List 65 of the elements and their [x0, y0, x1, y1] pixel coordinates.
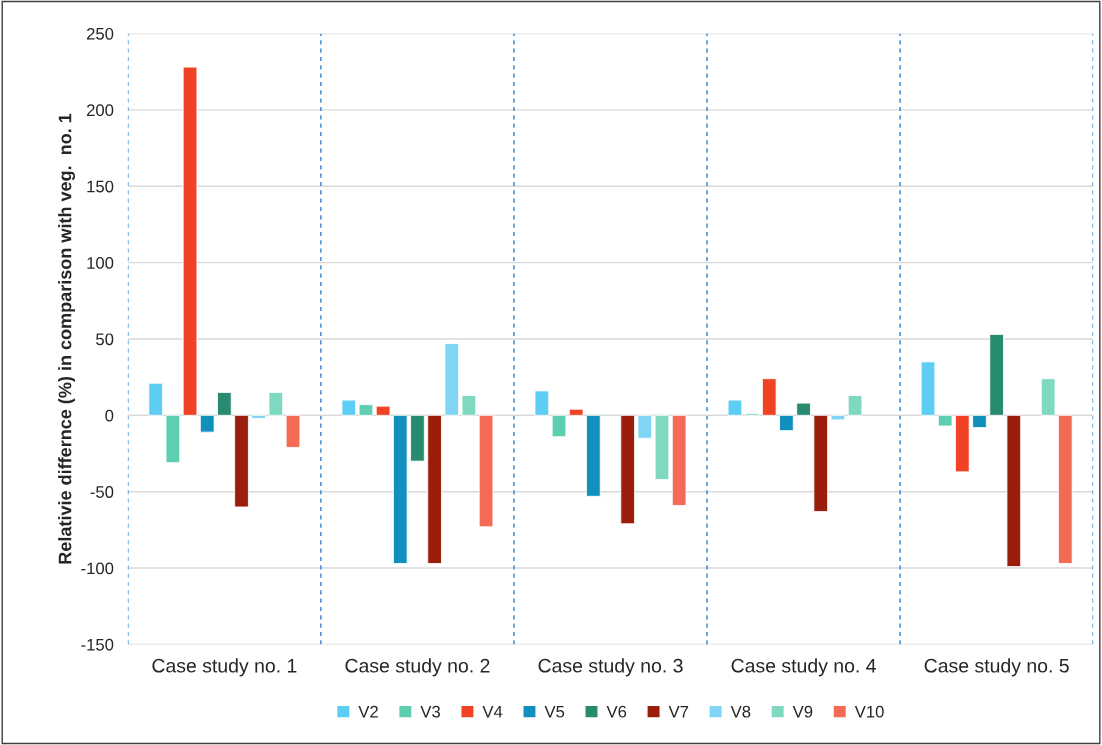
- legend-label: V10: [854, 705, 884, 718]
- y-tick-label: -100: [81, 562, 114, 575]
- bar: [620, 414, 635, 525]
- bar: [199, 414, 215, 433]
- y-tick-label: 150: [87, 180, 114, 193]
- x-tick-label: Case study no. 5: [924, 658, 1069, 677]
- bar: [182, 66, 198, 416]
- y-tick-label: 100: [87, 257, 114, 269]
- bar: [654, 414, 670, 480]
- legend-label: V2: [358, 705, 378, 718]
- bar: [761, 378, 777, 416]
- bar: [779, 414, 794, 432]
- bar: [847, 395, 863, 416]
- x-tick-label: Case study no. 4: [731, 658, 876, 677]
- bar: [972, 414, 987, 428]
- y-tick-label: -150: [81, 638, 114, 651]
- bar: [1058, 414, 1073, 564]
- bar: [251, 414, 266, 419]
- bar: [671, 414, 687, 506]
- bar: [234, 414, 249, 508]
- y-axis-title: Relativie differnce (%) in comparison with veg. no. 1: [58, 113, 76, 564]
- legend-label: V6: [606, 705, 627, 718]
- bar: [727, 399, 743, 416]
- bar: [830, 414, 846, 421]
- bar: [358, 404, 374, 416]
- bar: [461, 395, 477, 416]
- x-tick-label: Case study no. 1: [152, 658, 297, 677]
- bar: [568, 408, 584, 416]
- bar: [1006, 414, 1022, 567]
- legend-label: V3: [420, 705, 441, 718]
- legend-label: V7: [668, 705, 689, 718]
- bar: [268, 392, 284, 416]
- y-tick-label: -50: [90, 486, 114, 498]
- y-tick-label: 0: [105, 409, 114, 422]
- bar: [341, 399, 357, 416]
- y-tick-label: 50: [96, 333, 114, 346]
- legend-label: V4: [482, 705, 503, 718]
- bar: [478, 414, 494, 528]
- y-tick-label: 250: [86, 27, 114, 40]
- x-tick-label: Case study no. 2: [345, 658, 490, 677]
- bar: [534, 390, 550, 416]
- bar: [217, 392, 232, 416]
- bar: [285, 414, 301, 448]
- legend-label: V8: [730, 705, 751, 718]
- bar: [920, 361, 936, 416]
- bar: [813, 414, 829, 512]
- y-tick-label: 200: [86, 104, 114, 117]
- bar: [427, 414, 442, 564]
- bar: [586, 414, 601, 497]
- bar: [444, 343, 460, 416]
- bar: [989, 333, 1004, 416]
- bar: [392, 414, 408, 564]
- bar: [637, 414, 653, 439]
- legend-label: V5: [544, 705, 565, 718]
- bar: [1040, 378, 1056, 416]
- bar: [410, 414, 425, 462]
- bar: [551, 414, 567, 438]
- legend-label: V9: [792, 705, 813, 718]
- bar: [375, 405, 391, 416]
- bar: [955, 414, 970, 473]
- x-tick-label: Case study no. 3: [538, 658, 683, 677]
- bar: [148, 382, 163, 416]
- bar: [796, 402, 811, 416]
- bar: [937, 414, 953, 427]
- bar: [165, 414, 181, 464]
